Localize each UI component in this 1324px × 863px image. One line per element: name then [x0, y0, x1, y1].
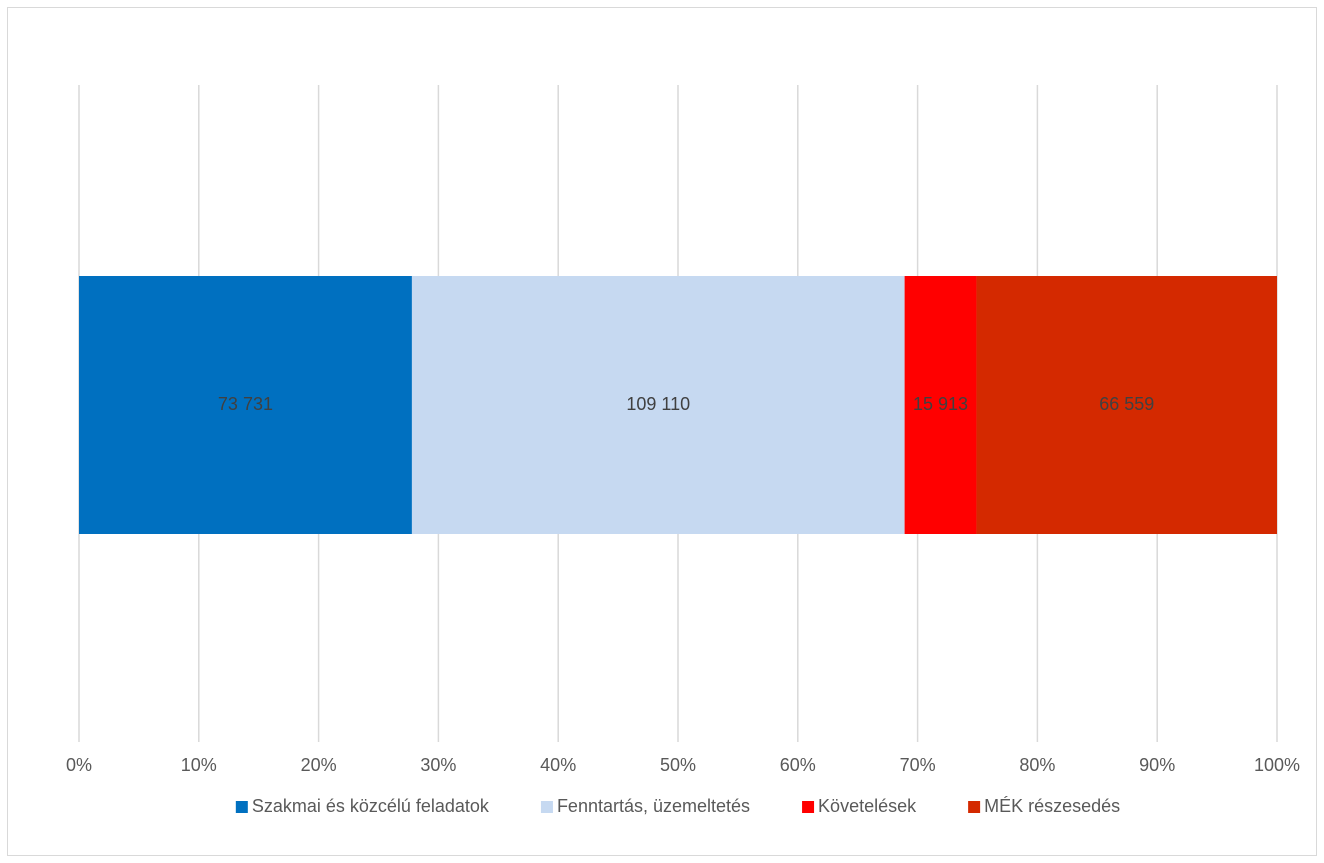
x-tick-label: 40%: [540, 755, 576, 775]
bar-segment: [411, 276, 905, 534]
bar-segment: [904, 276, 977, 534]
data-label: 109 110: [626, 394, 690, 414]
legend-swatch: [968, 801, 981, 813]
legend-label: Szakmai és közcélú feladatok: [252, 796, 490, 816]
legend: Szakmai és közcélú feladatok Fenntartás, …: [235, 796, 1120, 816]
legend-swatch: [235, 801, 248, 813]
legend-label: Fenntartás, üzemeltetés: [557, 796, 750, 816]
x-tick-label: 10%: [181, 755, 217, 775]
data-labels: 73 731 109 110 15 913 66 559: [218, 394, 1154, 414]
x-tick-label: 30%: [420, 755, 456, 775]
x-axis-ticks: 0% 10% 20% 30% 40% 50% 60% 70% 80% 90% 100%: [66, 755, 1300, 775]
bar-segment: [79, 276, 412, 534]
bar-segment: [976, 276, 1277, 534]
bar-segments: [79, 276, 1277, 534]
legend-swatch: [540, 801, 553, 813]
legend-swatch: [802, 801, 815, 813]
data-label: 66 559: [1099, 394, 1154, 414]
x-tick-label: 70%: [900, 755, 936, 775]
x-tick-label: 90%: [1139, 755, 1175, 775]
x-tick-label: 20%: [301, 755, 337, 775]
data-label: 15 913: [913, 394, 968, 414]
legend-label: Követelések: [818, 796, 917, 816]
data-label: 73 731: [218, 394, 273, 414]
x-tick-label: 100%: [1254, 755, 1300, 775]
x-tick-label: 80%: [1019, 755, 1055, 775]
x-tick-label: 0%: [66, 755, 92, 775]
x-tick-label: 50%: [660, 755, 696, 775]
x-tick-label: 60%: [780, 755, 816, 775]
legend-label: MÉK részesedés: [984, 796, 1120, 816]
